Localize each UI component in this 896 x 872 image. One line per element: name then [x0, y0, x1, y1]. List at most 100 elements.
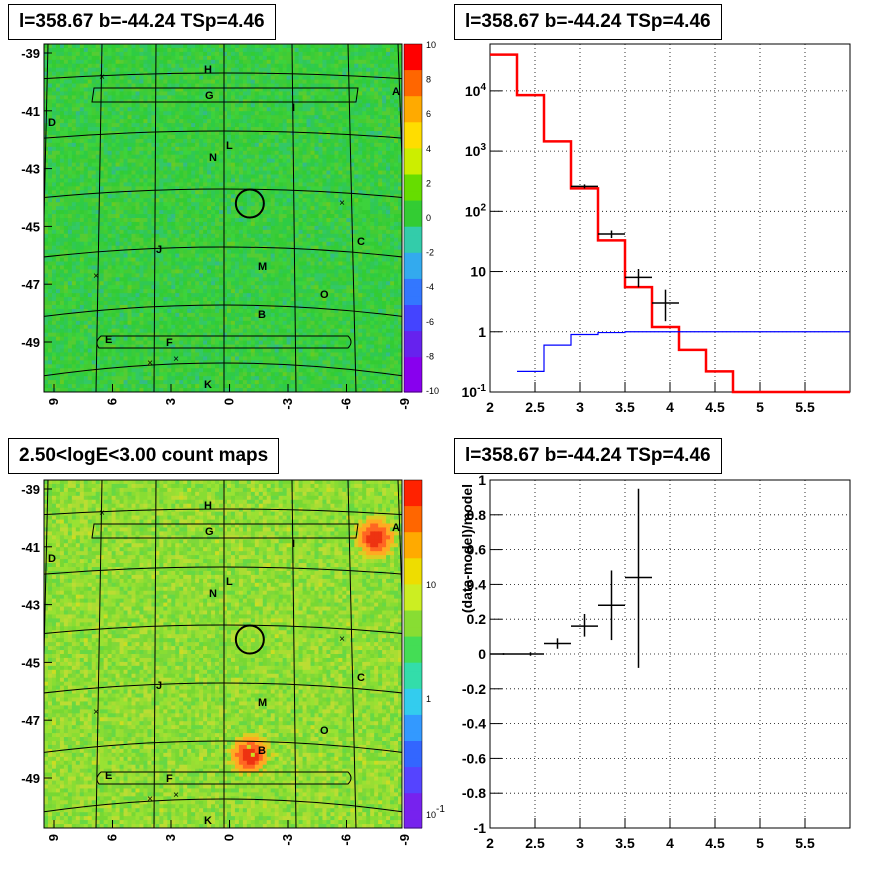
y-tick-label: 0.4	[467, 576, 487, 592]
y-tick-label: -39	[21, 482, 40, 497]
coordinate-grid	[44, 44, 402, 392]
latitude-line	[44, 188, 402, 199]
source-label-j: J	[156, 680, 162, 692]
source-label-l: L	[226, 140, 233, 152]
longitude-line	[44, 480, 49, 676]
latitude-line	[44, 624, 402, 635]
y-tick-label: -41	[21, 540, 40, 555]
panel-bottom-right-residuals: 2 2.5 3 3.5 4 4.5 5 5.5 1 0.8 0.6 0.4 0.2 0 -0.2 -0.4 -0…	[459, 472, 851, 851]
colorbar-tick-label: 10	[426, 40, 436, 50]
point-source-cross: ×	[147, 358, 153, 369]
x-tick-label: 6	[105, 398, 120, 405]
y-tick-label: -47	[21, 277, 40, 292]
y-tick-label: 104	[465, 82, 487, 99]
point-source-cross: ×	[99, 72, 105, 83]
source-label-e: E	[105, 334, 112, 346]
y-tick-label: 10-1	[462, 383, 487, 400]
latitude-line	[44, 72, 402, 80]
x-tick-label: 5	[756, 399, 764, 415]
model-step-line	[490, 53, 850, 394]
x-tick-label: 3.5	[615, 835, 635, 851]
background-step-line	[517, 331, 850, 372]
region-outline	[91, 87, 359, 103]
x-tick-label: 4.5	[705, 399, 725, 415]
x-tick-label: 4	[666, 399, 674, 415]
point-source-cross: ×	[147, 794, 153, 805]
x-tick-label: -9	[397, 834, 412, 846]
x-tick-label: 5.5	[795, 399, 815, 415]
y-tick-label: -39	[21, 46, 40, 61]
y-tick-label: 0.2	[467, 611, 487, 627]
point-source-cross: ×	[93, 271, 99, 282]
y-tick-label: 0.6	[467, 542, 487, 558]
source-label-o: O	[320, 725, 329, 737]
target-circle	[234, 624, 265, 655]
y-tick-label: -43	[21, 162, 40, 177]
latitude-line	[44, 304, 402, 317]
latitude-line	[44, 566, 402, 575]
source-label-b: B	[258, 745, 266, 757]
y-tick-label: -0.8	[462, 785, 486, 801]
x-tick-label: 5.5	[795, 835, 815, 851]
grid	[490, 480, 850, 828]
point-source-cross: ×	[99, 508, 105, 519]
point-source-cross: ×	[339, 634, 345, 645]
colorbar-tick-label: -8	[426, 351, 434, 361]
y-tick-label: 0	[478, 646, 486, 662]
source-label-l: L	[226, 576, 233, 588]
x-tick-label: 2	[486, 835, 494, 851]
panel-title-top-right: l=358.67 b=-44.24 TSp=4.46	[454, 4, 722, 40]
y-tick-label: -0.4	[462, 716, 486, 732]
x-tick-label: -3	[280, 834, 295, 846]
point-source-cross: ×	[339, 198, 345, 209]
colorbar-tick-label: -10	[426, 386, 439, 396]
latitude-line	[44, 740, 402, 753]
plot-frame	[43, 43, 403, 393]
longitude-line	[397, 44, 402, 175]
y-tick-label: -0.2	[462, 681, 486, 697]
point-source-cross: ×	[173, 354, 179, 365]
heatmap-cells	[44, 44, 402, 392]
colorbar-tick-label: 1	[426, 694, 431, 704]
source-label-c: C	[357, 236, 365, 248]
x-tick-label: -3	[280, 398, 295, 410]
y-tick-label: -47	[21, 713, 40, 728]
x-tick-label: 4.5	[705, 835, 725, 851]
source-label-n: N	[209, 152, 217, 164]
colorbar-tick-label: -2	[426, 248, 434, 258]
x-tick-label: 2	[486, 399, 494, 415]
y-tick-label: -45	[21, 219, 40, 234]
source-label-d: D	[48, 553, 56, 565]
longitude-line	[397, 480, 402, 611]
source-label-i: I	[292, 102, 295, 114]
colorbar-tick-label: -4	[426, 282, 434, 292]
source-label-b: B	[258, 309, 266, 321]
colorbar-tick-label: 6	[426, 109, 431, 119]
source-label-g: G	[205, 90, 214, 102]
colorbar-tick-label: 2	[426, 178, 431, 188]
source-label-j: J	[156, 244, 162, 256]
latitude-line	[44, 508, 402, 516]
source-label-f: F	[166, 773, 173, 785]
region-outline	[96, 771, 352, 785]
x-tick-label: 2.5	[525, 835, 545, 851]
panel-title-top-left: l=358.67 b=-44.24 TSp=4.46	[8, 4, 276, 40]
target-circle	[234, 188, 265, 219]
y-tick-label: -49	[21, 335, 40, 350]
x-tick-label: 2.5	[525, 399, 545, 415]
coordinate-grid	[44, 480, 402, 828]
x-tick-label: 3	[576, 835, 584, 851]
latitude-line	[44, 130, 402, 139]
latitude-line	[44, 798, 402, 813]
colorbar: 10 8 6 4 2 0 -2 -4 -6 -8 -10	[403, 40, 439, 396]
source-label-k: K	[204, 379, 212, 391]
x-tick-label: 6	[105, 834, 120, 841]
colorbar-tick-label: 0	[426, 213, 431, 223]
x-tick-label: 0	[222, 398, 237, 405]
source-label-f: F	[166, 337, 173, 349]
point-source-cross: ×	[93, 707, 99, 718]
source-label-h: H	[204, 64, 212, 76]
source-label-h: H	[204, 500, 212, 512]
